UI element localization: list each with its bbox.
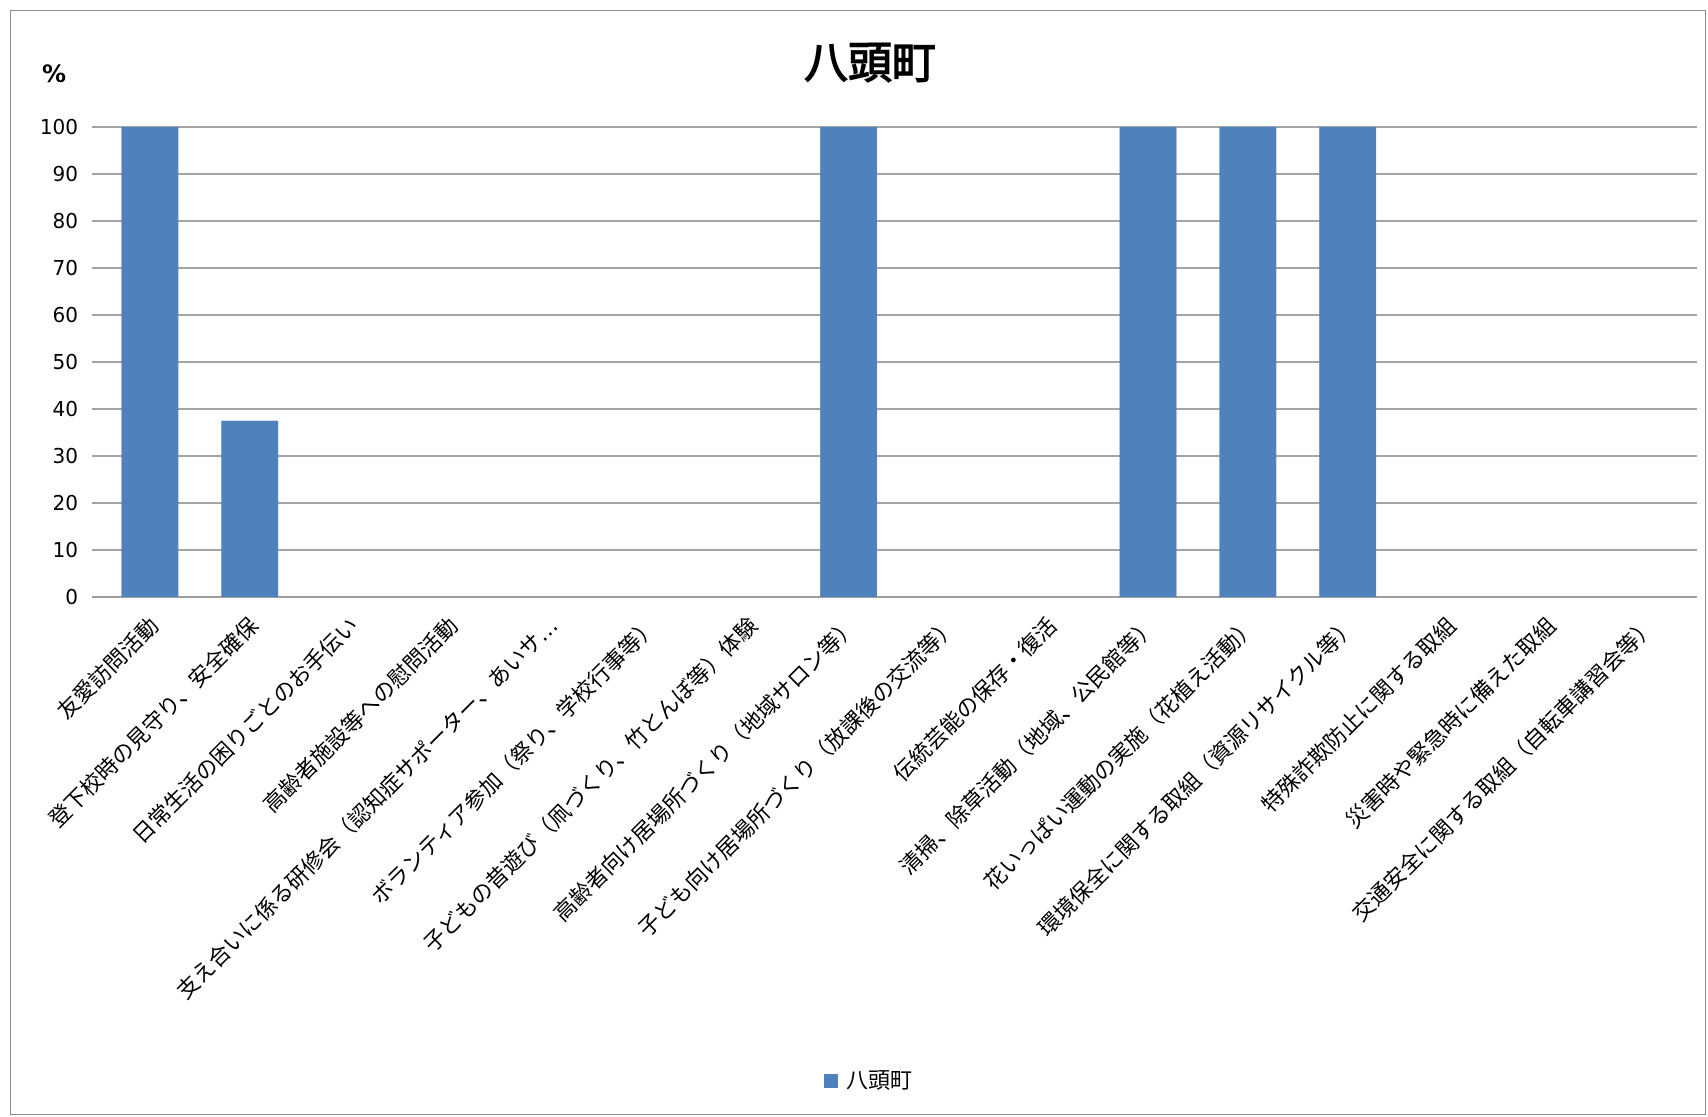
y-tick-label: 10 xyxy=(53,538,78,562)
x-axis-labels: 友愛訪問活動登下校時の見守り、安全確保日常生活の困りごとのお手伝い高齢者施設等へ… xyxy=(45,614,1662,1005)
chart-title: 八頭町 xyxy=(804,38,936,89)
y-tick-label: 20 xyxy=(53,491,78,515)
bar xyxy=(820,127,878,597)
bars xyxy=(121,127,1377,597)
bar xyxy=(221,420,279,597)
y-tick-label: 40 xyxy=(53,397,78,421)
y-tick-label: 70 xyxy=(53,256,78,280)
bar xyxy=(1319,127,1377,597)
x-category-label: 災害時や緊急時に備えた取組 xyxy=(1342,614,1562,834)
y-tick-label: 0 xyxy=(65,585,78,609)
y-tick-label: 30 xyxy=(53,444,78,468)
bar xyxy=(121,127,179,597)
x-category-label: 特殊詐欺防止に関する取組 xyxy=(1257,614,1461,818)
y-tick-label: 60 xyxy=(53,303,78,327)
y-tick-label: 90 xyxy=(53,162,78,186)
y-tick-label: 80 xyxy=(53,209,78,233)
y-axis-unit-label: % xyxy=(42,60,66,88)
y-tick-label: 100 xyxy=(40,115,78,139)
legend-swatch xyxy=(824,1074,838,1088)
x-category-label: 登下校時の見守り、安全確保 xyxy=(45,614,264,833)
x-category-label: 支え合いに係る研修会（認知症サポーター、あいサ… xyxy=(173,614,564,1005)
bar xyxy=(1219,127,1277,597)
x-category-label: 子どもの昔遊び（凧づくり、竹とんぼ等）体験 xyxy=(419,614,763,958)
x-category-label: 高齢者施設等への慰問活動 xyxy=(259,614,463,818)
gridlines xyxy=(92,126,1697,598)
legend-label: 八頭町 xyxy=(846,1069,912,1094)
x-category-label: 伝統芸能の保存・復活 xyxy=(889,614,1062,787)
y-axis-ticks: 0 10 20 30 40 50 60 70 80 90 100 xyxy=(40,115,78,609)
bar xyxy=(1119,127,1177,597)
y-tick-label: 50 xyxy=(53,350,78,374)
x-category-label: 友愛訪問活動 xyxy=(53,614,164,725)
legend: 八頭町 xyxy=(824,1069,912,1094)
